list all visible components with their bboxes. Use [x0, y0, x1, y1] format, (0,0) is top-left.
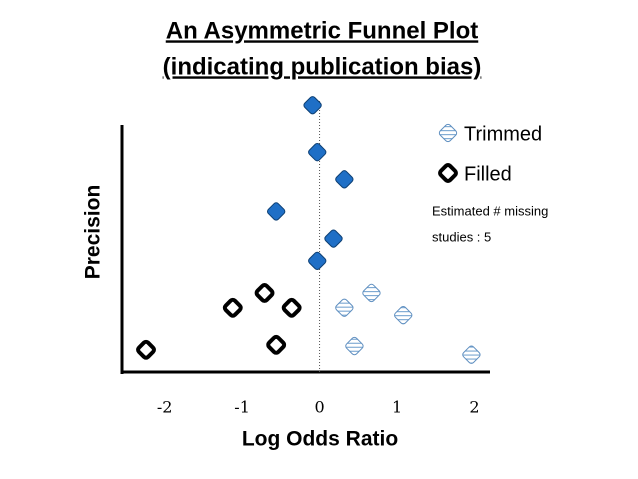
point: [267, 202, 286, 221]
annotation: Estimated # missing: [432, 203, 548, 218]
point: [462, 345, 481, 364]
x-tick-label: 0: [314, 398, 324, 417]
point: [308, 143, 327, 162]
point: [335, 170, 354, 189]
chart-title: An Asymmetric Funnel Plot: [166, 17, 479, 44]
point: [394, 306, 413, 325]
point: [345, 336, 364, 356]
point: [254, 283, 275, 303]
x-tick-label: 1: [392, 398, 402, 417]
legend-marker: [438, 163, 458, 183]
x-tick-label: -2: [157, 398, 173, 417]
chart-title: (indicating publication bias): [163, 53, 482, 80]
x-axis-label: Log Odds Ratio: [242, 428, 398, 451]
legend-label: Trimmed: [464, 123, 542, 145]
point: [136, 339, 156, 360]
annotation: studies : 5: [432, 229, 491, 244]
point: [266, 334, 287, 355]
point: [303, 96, 322, 115]
point: [324, 229, 343, 248]
point: [281, 297, 302, 318]
point: [222, 297, 243, 318]
point: [362, 283, 381, 303]
point: [308, 251, 327, 271]
legend-marker: [438, 123, 458, 143]
legend-label: Filled: [464, 163, 512, 185]
point: [335, 298, 354, 317]
x-tick-label: 2: [469, 398, 479, 417]
y-axis-label: Precision: [82, 185, 105, 280]
x-tick-label: -1: [234, 398, 250, 417]
